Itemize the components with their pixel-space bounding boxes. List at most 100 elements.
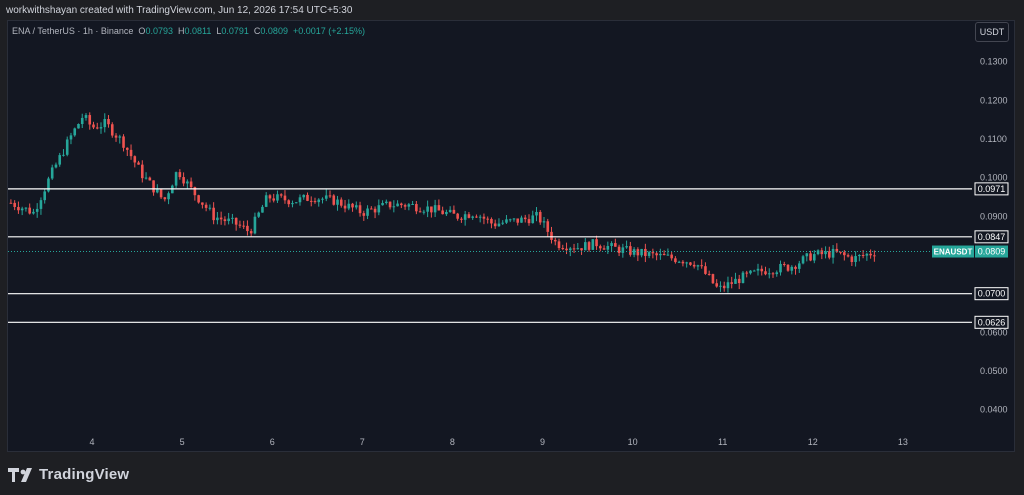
candle-body	[782, 263, 786, 265]
candle-body	[129, 149, 133, 157]
legend-high-label: H	[177, 26, 185, 36]
legend-low-label: L	[216, 26, 222, 36]
candle-body	[125, 147, 129, 150]
candle-body	[557, 241, 561, 249]
candle-body	[332, 195, 336, 205]
candle-body	[790, 266, 794, 271]
candle-body	[174, 172, 178, 186]
candle-body	[110, 124, 114, 136]
candle-body	[730, 282, 734, 284]
candle-body	[873, 255, 876, 257]
candle-body	[456, 213, 459, 219]
currency-button[interactable]: USDT	[975, 22, 1009, 42]
candle-body	[287, 200, 291, 205]
candle-body	[779, 263, 782, 273]
candle-body	[629, 246, 632, 255]
candle-body	[775, 272, 779, 275]
candle-body	[670, 254, 673, 259]
candle-body	[561, 248, 565, 250]
candle-body	[321, 198, 324, 200]
level-price-tag	[974, 287, 1009, 301]
level-price-label: 0.0626	[978, 317, 1006, 327]
candle-body	[486, 218, 489, 220]
candle-body	[805, 253, 809, 257]
candle-body	[595, 239, 598, 247]
candle-body	[497, 223, 501, 227]
candle-body	[381, 203, 384, 206]
candle-body	[268, 195, 272, 199]
candle-body	[572, 248, 576, 250]
candle-body	[246, 225, 249, 232]
candle-body	[685, 262, 688, 264]
candle-body	[606, 245, 610, 250]
candle-body	[385, 201, 388, 204]
candle-body	[159, 189, 163, 198]
candle-body	[546, 221, 550, 232]
candle-body	[28, 207, 31, 214]
candle-body	[794, 266, 797, 269]
candle-body	[426, 206, 429, 212]
candle-body	[441, 210, 444, 215]
candle-body	[640, 248, 643, 256]
legend-change: +0.0017 (+2.15%)	[292, 26, 366, 36]
candle-body	[666, 254, 670, 256]
candle-body	[43, 191, 46, 201]
candle-body	[167, 193, 170, 200]
candle-body	[92, 124, 95, 128]
candle-body	[291, 203, 294, 205]
candle-body	[471, 216, 474, 218]
candle-body	[163, 197, 167, 200]
candle-body	[614, 243, 617, 247]
candle-body	[336, 199, 339, 205]
candle-body	[80, 117, 84, 124]
symbol-tag	[932, 245, 974, 258]
candle-body	[505, 219, 508, 223]
candle-body	[212, 207, 215, 221]
candle-body	[749, 270, 752, 274]
candle-body	[576, 248, 580, 250]
candle-body	[152, 180, 155, 193]
legend-open-label: O	[138, 26, 146, 36]
candle-body	[313, 201, 317, 203]
candle-body	[223, 219, 227, 222]
candle-body	[726, 282, 730, 289]
candle-body	[95, 127, 99, 129]
candle-body	[433, 205, 437, 213]
candle-body	[148, 177, 152, 181]
tradingview-brand: TradingView	[8, 466, 129, 483]
candle-body	[565, 248, 568, 251]
chart-attribution: workwithshayan created with TradingView.…	[6, 5, 353, 16]
chart-pane[interactable]	[7, 20, 1015, 452]
candle-body	[587, 242, 591, 250]
candle-body	[707, 273, 711, 275]
last-price-tag	[975, 245, 1008, 258]
time-tick-label: 10	[628, 437, 638, 447]
candle-body	[69, 135, 73, 140]
candle-body	[843, 252, 846, 256]
candle-body	[178, 172, 182, 178]
legend-close: 0.0809	[260, 26, 288, 36]
candle-body	[58, 155, 62, 165]
candle-body	[535, 211, 538, 216]
candle-body	[580, 248, 583, 251]
candle-body	[261, 206, 264, 213]
candle-body	[741, 272, 745, 284]
candle-body	[478, 216, 482, 218]
candle-body	[54, 164, 58, 168]
candle-body	[824, 251, 827, 255]
candle-body	[411, 204, 414, 206]
level-price-label: 0.0847	[978, 232, 1006, 242]
candle-body	[227, 218, 230, 222]
candle-body	[617, 246, 621, 253]
candle-body	[189, 181, 193, 188]
candle-body	[437, 205, 441, 211]
candle-body	[610, 243, 613, 246]
candle-body	[445, 212, 448, 215]
candle-body	[35, 208, 39, 212]
candle-body	[430, 206, 433, 213]
candle-body	[249, 231, 253, 234]
candle-body	[114, 135, 118, 138]
candle-body	[460, 218, 463, 220]
time-tick-label: 11	[718, 437, 727, 447]
